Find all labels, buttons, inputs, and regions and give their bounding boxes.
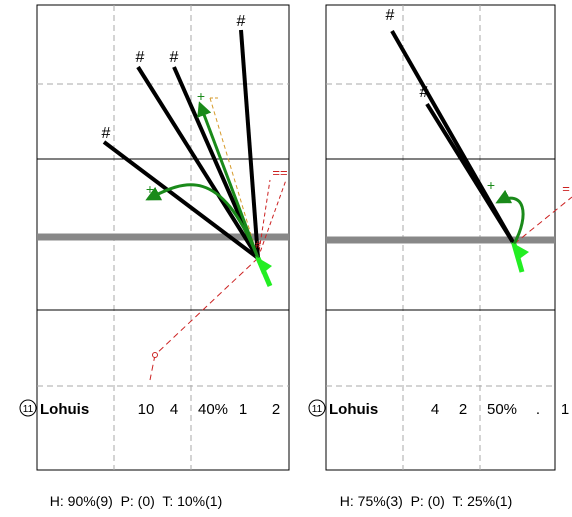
right-panel: # # + = 11 Lohuis 4 2 50% . 1 H: 75%(3) …: [308, 4, 572, 509]
left-red-dashed-line-3: [257, 179, 271, 259]
left-bright-arrow-head: [255, 256, 272, 274]
left-stat-5: 2: [272, 401, 280, 418]
left-summary: H: 90%(9) P: (0) T: 10%(1): [50, 493, 222, 509]
left-green-curve: [145, 183, 260, 259]
right-stat-3: 50%: [487, 401, 517, 418]
left-stat-1: 10: [138, 401, 155, 418]
right-marker-label-2: #: [420, 84, 429, 101]
right-player-name: Lohuis: [329, 401, 378, 418]
right-marker-label-4: =: [562, 181, 570, 196]
right-stat-5: 1: [561, 401, 569, 418]
right-summary: H: 75%(3) P: (0) T: 25%(1): [340, 493, 512, 509]
left-marker-label-5: #: [255, 240, 261, 251]
left-red-dashed-line-2: [149, 354, 156, 381]
left-panel: # # # # # + + == 11 Lohuis 10 4 40% 1 2 …: [19, 4, 290, 509]
right-player-number-badge: [308, 399, 326, 417]
right-stat-2: 2: [459, 401, 467, 418]
right-hit-line-2: [425, 102, 516, 246]
left-red-dashed-line-1: [154, 257, 259, 356]
left-marker-label-2: #: [170, 49, 179, 66]
left-marker-label-3: #: [136, 49, 145, 66]
left-player-name: Lohuis: [40, 401, 89, 418]
left-stat-3: 40%: [198, 401, 228, 418]
left-marker-label-4: #: [102, 125, 111, 142]
right-bright-arrow-head: [511, 242, 529, 260]
left-player-number: 11: [23, 404, 34, 415]
left-hit-line-3: [136, 65, 260, 260]
right-green-curve: [495, 189, 525, 245]
left-player-number-badge: [19, 399, 37, 417]
right-player-number: 11: [312, 404, 323, 415]
left-marker-label-6: +: [197, 88, 205, 104]
right-stat-4: .: [536, 401, 540, 418]
right-stat-1: 4: [431, 401, 439, 418]
left-hit-line-4: [102, 140, 260, 260]
left-marker-label-1: #: [237, 13, 246, 30]
left-stat-2: 4: [170, 401, 178, 418]
left-red-dashed-line-4: [257, 179, 287, 259]
left-red-circle: [152, 352, 158, 358]
left-hit-line-1: [239, 29, 260, 259]
right-marker-label-1: #: [386, 7, 395, 24]
right-marker-label-3: +: [487, 177, 495, 193]
left-stat-4: 1: [239, 401, 247, 418]
left-marker-label-8: ==: [272, 165, 287, 180]
left-green-line: [197, 101, 260, 259]
left-marker-label-7: +: [146, 181, 154, 197]
right-red-dashed-line: [513, 196, 572, 245]
